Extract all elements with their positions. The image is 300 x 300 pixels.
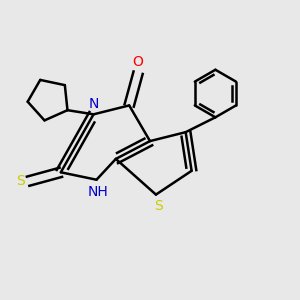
Text: S: S bbox=[16, 174, 25, 188]
Text: NH: NH bbox=[88, 184, 108, 199]
Text: N: N bbox=[88, 97, 99, 111]
Text: S: S bbox=[154, 200, 163, 214]
Text: O: O bbox=[133, 55, 143, 69]
